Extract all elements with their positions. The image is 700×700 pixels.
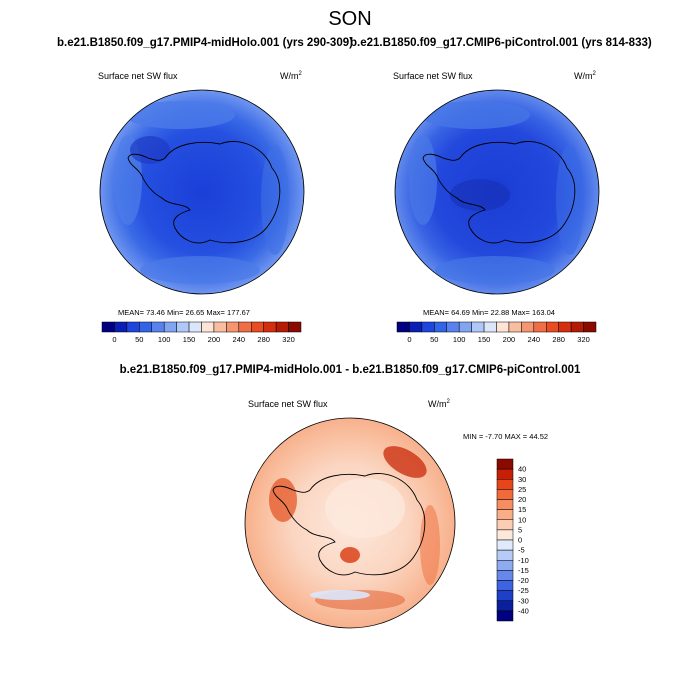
left-map <box>99 89 305 295</box>
colorbar-swatch <box>483 321 497 333</box>
colorbar-swatch <box>508 321 522 333</box>
colorbar-swatch <box>496 529 514 541</box>
colorbar-swatch <box>496 590 514 601</box>
colorbar-tick-label: 320 <box>577 335 590 344</box>
colorbar-swatch <box>151 321 165 333</box>
colorbar-swatch <box>434 321 447 333</box>
colorbar-swatch <box>188 321 202 333</box>
diff-stats: MIN = -7.70 MAX = 44.52 <box>463 432 549 441</box>
colorbar-swatch <box>496 570 514 581</box>
left-units-label: W/m2 <box>280 71 302 81</box>
colorbar-tick-label: -15 <box>518 566 529 575</box>
colorbar-tick-label: -25 <box>518 586 529 595</box>
colorbar-swatch <box>496 458 514 470</box>
colorbar-swatch <box>288 321 302 333</box>
right-map <box>394 89 600 295</box>
colorbar-tick-label: 240 <box>233 335 246 344</box>
colorbar-tick-label: 20 <box>518 495 526 504</box>
colorbar-tick-label: -40 <box>518 606 529 615</box>
colorbar-swatch <box>163 321 177 333</box>
colorbar-tick-label: 10 <box>518 515 526 524</box>
colorbar-swatch <box>114 321 128 333</box>
colorbar-tick-label: 280 <box>552 335 565 344</box>
colorbar-tick-label: 40 <box>518 465 526 474</box>
colorbar-tick-label: 50 <box>135 335 143 344</box>
colorbar-swatch <box>458 321 472 333</box>
colorbar-swatch <box>496 509 514 520</box>
colorbar-tick-label: 100 <box>453 335 466 344</box>
colorbar-swatch <box>176 321 190 333</box>
diff-units-label: W/m2 <box>428 399 450 409</box>
colorbar-tick-label: 200 <box>503 335 516 344</box>
colorbar-swatch <box>496 468 514 480</box>
right-units-label: W/m2 <box>574 71 596 81</box>
colorbar-tick-label: -5 <box>518 546 525 555</box>
right-stats: MEAN= 64.69 Min= 22.88 Max= 163.04 <box>423 308 555 317</box>
colorbar-swatch <box>496 539 514 551</box>
right-colorbar: 0 50 100 150 200 240 280 320 <box>396 321 597 344</box>
colorbar-tick-label: 280 <box>257 335 270 344</box>
colorbar-swatch <box>226 321 240 333</box>
colorbar-swatch <box>496 580 514 591</box>
left-panel-title: b.e21.B1850.f09_g17.PMIP4-midHolo.001 (y… <box>57 37 353 49</box>
colorbar-tick-label: 0 <box>407 335 411 344</box>
colorbar-swatch <box>546 321 559 333</box>
colorbar-tick-label: 100 <box>158 335 171 344</box>
right-variable-label: Surface net SW flux <box>393 71 473 81</box>
colorbar-tick-label: 30 <box>518 475 526 484</box>
colorbar-swatch <box>496 499 514 510</box>
colorbar-swatch <box>496 479 514 490</box>
colorbar-tick-label: 0 <box>112 335 116 344</box>
season-title: SON <box>328 8 372 30</box>
colorbar-swatch <box>275 321 289 333</box>
colorbar-swatch <box>521 321 535 333</box>
colorbar-swatch <box>471 321 485 333</box>
colorbar-tick-label: -20 <box>518 576 529 585</box>
colorbar-swatch <box>533 321 547 333</box>
colorbar-tick-label: 150 <box>478 335 491 344</box>
colorbar-swatch <box>446 321 460 333</box>
colorbar-swatch <box>496 321 510 333</box>
colorbar-swatch <box>583 321 597 333</box>
colorbar-swatch <box>238 321 252 333</box>
colorbar-swatch <box>496 519 514 531</box>
colorbar-tick-label: 320 <box>282 335 295 344</box>
colorbar-tick-label: -10 <box>518 556 529 565</box>
colorbar-swatch <box>496 489 514 500</box>
colorbar-swatch <box>496 560 514 571</box>
colorbar-tick-label: 150 <box>183 335 196 344</box>
colorbar-swatch <box>409 321 423 333</box>
colorbar-tick-label: -30 <box>518 596 529 605</box>
colorbar-swatch <box>213 321 227 333</box>
colorbar-tick-label: 15 <box>518 505 526 514</box>
colorbar-tick-label: 50 <box>430 335 438 344</box>
left-stats: MEAN= 73.46 Min= 26.65 Max= 177.67 <box>118 308 250 317</box>
colorbar-tick-label: 200 <box>208 335 221 344</box>
colorbar-tick-label: 5 <box>518 525 522 534</box>
colorbar-swatch <box>496 549 514 561</box>
colorbar-tick-label: 0 <box>518 536 522 545</box>
left-colorbar: 0 50 100 150 200 240 280 320 <box>101 321 302 344</box>
colorbar-swatch <box>496 610 514 622</box>
left-variable-label: Surface net SW flux <box>98 71 178 81</box>
colorbar-swatch <box>201 321 215 333</box>
colorbar-swatch <box>558 321 572 333</box>
colorbar-swatch <box>126 321 140 333</box>
colorbar-swatch <box>570 321 584 333</box>
colorbar-swatch <box>421 321 435 333</box>
diff-variable-label: Surface net SW flux <box>248 399 328 409</box>
diff-panel-title: b.e21.B1850.f09_g17.PMIP4-midHolo.001 - … <box>119 364 581 376</box>
difference-map <box>244 417 456 629</box>
colorbar-tick-label: 25 <box>518 485 526 494</box>
colorbar-swatch <box>139 321 152 333</box>
colorbar-swatch <box>263 321 277 333</box>
colorbar-swatch <box>101 321 115 333</box>
right-panel-title: b.e21.B1850.f09_g17.CMIP6-piControl.001 … <box>350 37 652 49</box>
colorbar-swatch <box>396 321 410 333</box>
colorbar-swatch <box>251 321 264 333</box>
colorbar-swatch <box>496 600 514 612</box>
colorbar-tick-label: 240 <box>528 335 541 344</box>
